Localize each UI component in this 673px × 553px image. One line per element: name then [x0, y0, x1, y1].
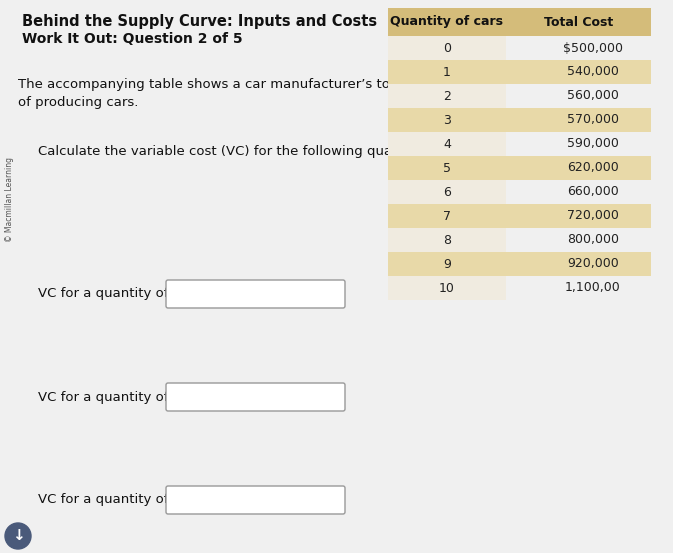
Text: 0: 0 [443, 41, 451, 55]
Bar [506, 84, 651, 108]
Bar [388, 252, 506, 276]
Text: 570,000: 570,000 [567, 113, 619, 127]
Bar [388, 156, 506, 180]
Text: ↓: ↓ [11, 529, 24, 544]
Text: The accompanying table shows a car manufacturer’s total cost: The accompanying table shows a car manuf… [18, 78, 439, 91]
Text: 7: 7 [443, 210, 451, 222]
Text: VC for a quantity of 0: $: VC for a quantity of 0: $ [38, 288, 199, 300]
Bar [388, 228, 506, 252]
Bar [506, 204, 651, 228]
Bar [506, 60, 651, 84]
Bar [506, 132, 651, 156]
Text: 800,000: 800,000 [567, 233, 619, 247]
Text: 2: 2 [443, 90, 451, 102]
Text: © Macmillan Learning: © Macmillan Learning [5, 158, 15, 243]
Text: 1,100,00: 1,100,00 [565, 281, 621, 295]
Bar [506, 276, 651, 300]
Text: 5: 5 [443, 161, 451, 175]
Text: 920,000: 920,000 [567, 258, 619, 270]
Bar [388, 204, 506, 228]
Text: Behind the Supply Curve: Inputs and Costs: Behind the Supply Curve: Inputs and Cost… [22, 14, 377, 29]
Text: 1: 1 [443, 65, 451, 79]
Text: 8: 8 [443, 233, 451, 247]
Bar [506, 36, 651, 60]
Text: 590,000: 590,000 [567, 138, 619, 150]
Circle shape [5, 523, 31, 549]
Text: of producing cars.: of producing cars. [18, 96, 139, 109]
Text: 620,000: 620,000 [567, 161, 619, 175]
Bar [506, 228, 651, 252]
Bar [388, 276, 506, 300]
Bar [388, 84, 506, 108]
Text: 10: 10 [439, 281, 455, 295]
Text: Calculate the variable cost (VC) for the following quantities.: Calculate the variable cost (VC) for the… [38, 145, 438, 158]
Text: 4: 4 [443, 138, 451, 150]
Bar [388, 108, 506, 132]
FancyBboxPatch shape [166, 383, 345, 411]
Text: 540,000: 540,000 [567, 65, 619, 79]
Text: 9: 9 [443, 258, 451, 270]
Text: Work It Out: Question 2 of 5: Work It Out: Question 2 of 5 [22, 32, 243, 46]
Bar [506, 252, 651, 276]
Text: $500,000: $500,000 [563, 41, 623, 55]
Text: 3: 3 [443, 113, 451, 127]
Text: VC for a quantity of 9: $: VC for a quantity of 9: $ [38, 493, 199, 507]
FancyBboxPatch shape [166, 486, 345, 514]
Bar [388, 60, 506, 84]
Bar [388, 36, 506, 60]
Text: 720,000: 720,000 [567, 210, 619, 222]
Text: 660,000: 660,000 [567, 185, 619, 199]
Bar [388, 8, 651, 36]
Text: 560,000: 560,000 [567, 90, 619, 102]
Bar [506, 108, 651, 132]
FancyBboxPatch shape [166, 280, 345, 308]
Text: 6: 6 [443, 185, 451, 199]
Bar [388, 180, 506, 204]
Text: Quantity of cars: Quantity of cars [390, 15, 503, 29]
Text: VC for a quantity of 5: $: VC for a quantity of 5: $ [38, 390, 199, 404]
Text: Total Cost: Total Cost [544, 15, 613, 29]
Bar [388, 132, 506, 156]
Bar [506, 180, 651, 204]
Bar [506, 156, 651, 180]
